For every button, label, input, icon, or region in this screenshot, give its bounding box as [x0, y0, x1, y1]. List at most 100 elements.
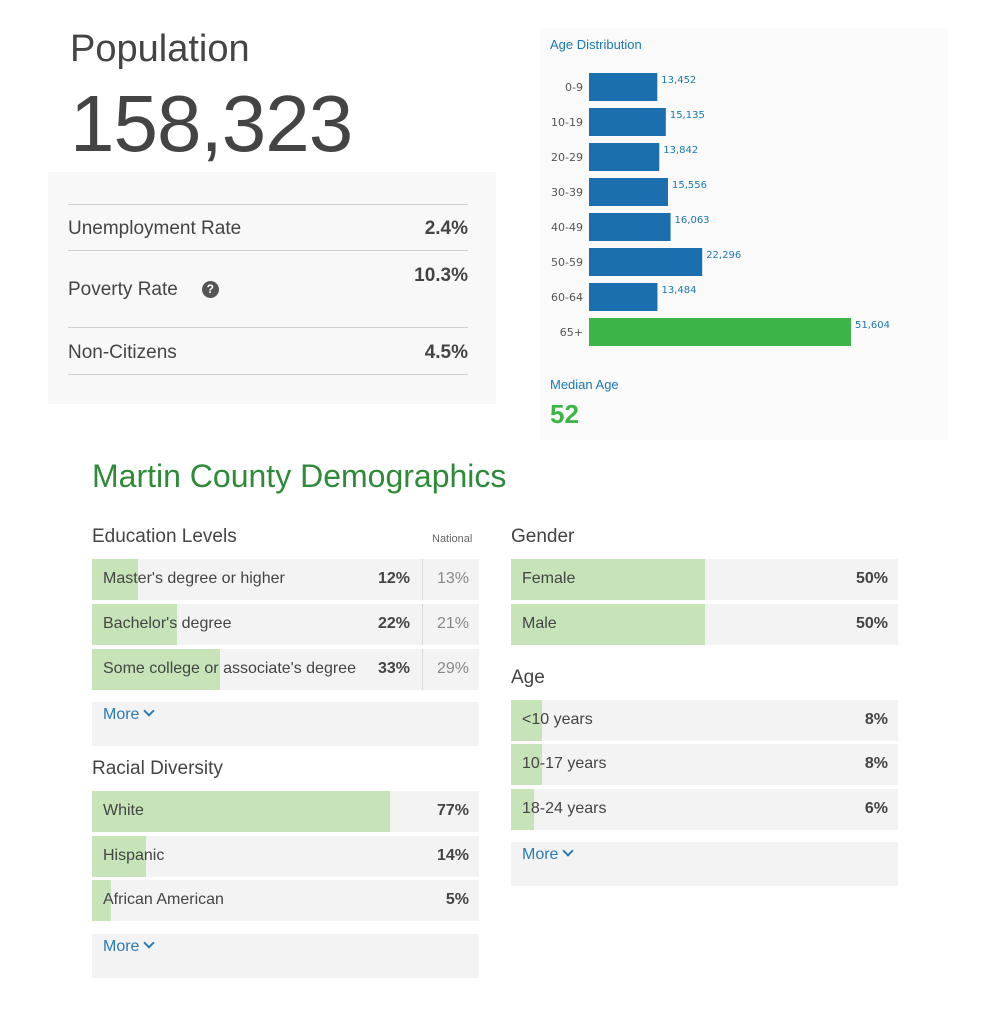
more-label: More — [522, 846, 559, 863]
row-value: 12% — [377, 570, 410, 587]
divider — [422, 604, 423, 645]
age-row: <10 years 8% — [511, 700, 898, 741]
age-tick-label: 30-39 — [551, 186, 583, 199]
national-header: National — [432, 533, 473, 545]
age-tick-label: 60-64 — [551, 291, 583, 304]
age-bar-value-label: 13,452 — [661, 75, 696, 86]
racial-more-link[interactable]: More — [103, 937, 156, 956]
racial-row: Hispanic 14% — [92, 836, 479, 877]
age-more-link[interactable]: More — [522, 845, 575, 864]
bar-fill — [511, 700, 542, 741]
bar-fill — [511, 789, 535, 830]
row-value: 50% — [855, 615, 888, 632]
racial-more-box: More — [92, 934, 479, 978]
row-value: 6% — [864, 800, 888, 817]
stat-value: 2.4% — [424, 218, 468, 239]
chevron-down-icon — [143, 705, 156, 717]
row-value: 50% — [855, 570, 888, 587]
education-title: Education Levels — [92, 526, 237, 547]
bar-fill — [92, 649, 220, 690]
divider — [422, 649, 423, 690]
row-label: Male — [522, 615, 557, 632]
racial-row: White 77% — [92, 791, 479, 832]
row-value: 5% — [445, 891, 469, 908]
bar-fill — [92, 559, 139, 600]
age-bar-value-label: 16,063 — [675, 215, 710, 226]
stat-label: Non-Citizens — [68, 342, 177, 363]
education-more-box: More — [92, 702, 479, 746]
stat-poverty: Poverty Rate? 10.3% — [68, 265, 468, 305]
age-bar-10-19 — [589, 108, 666, 136]
education-row: Bachelor's degree 22% 21% — [92, 604, 479, 645]
divider — [68, 374, 468, 375]
population-title: Population — [70, 28, 250, 70]
age-row: 18-24 years 6% — [511, 789, 898, 830]
age-bar-value-label: 13,842 — [663, 145, 698, 156]
row-label: 18-24 years — [522, 800, 607, 817]
divider — [68, 250, 468, 251]
age-tick-label: 65+ — [560, 326, 583, 339]
age-bar-value-label: 13,484 — [661, 285, 696, 296]
age-bar-value-label: 51,604 — [855, 320, 890, 331]
bar-fill — [92, 880, 112, 921]
stats-panel — [48, 172, 496, 404]
row-label: African American — [103, 891, 224, 908]
row-label: Some college or associate's degree — [103, 660, 356, 677]
row-label: 10-17 years — [522, 755, 607, 772]
row-label: <10 years — [522, 711, 593, 728]
age-title: Age — [511, 667, 545, 688]
median-age-label: Median Age — [550, 377, 619, 392]
row-value: 8% — [864, 711, 888, 728]
row-label: White — [103, 802, 144, 819]
age-tick-label: 40-49 — [551, 221, 583, 234]
stat-label-wrap: Poverty Rate? — [68, 279, 219, 301]
bar-fill — [92, 791, 390, 832]
age-bar-value-label: 15,135 — [670, 110, 705, 121]
age-row: 10-17 years 8% — [511, 744, 898, 785]
age-bar-value-label: 22,296 — [706, 250, 741, 261]
row-label: Hispanic — [103, 847, 165, 864]
stat-value: 4.5% — [424, 342, 468, 363]
row-label: Bachelor's degree — [103, 615, 232, 632]
help-icon[interactable]: ? — [201, 281, 219, 298]
row-value: 14% — [436, 847, 469, 864]
age-bar-50-59 — [589, 248, 703, 276]
row-value: 77% — [436, 802, 469, 819]
row-national: 29% — [436, 660, 469, 677]
chevron-down-icon — [562, 845, 575, 857]
row-label: Master's degree or higher — [103, 570, 285, 587]
bar-fill — [511, 559, 705, 600]
demographics-title: Martin County Demographics — [92, 458, 507, 494]
stat-value: 10.3% — [414, 265, 468, 286]
row-label: Female — [522, 570, 576, 587]
bar-fill — [511, 744, 542, 785]
divider — [68, 327, 468, 328]
age-bar-0-9 — [589, 73, 658, 101]
age-tick-label: 10-19 — [551, 116, 583, 129]
bar-fill — [92, 604, 178, 645]
gender-title: Gender — [511, 526, 575, 547]
median-age-value: 52 — [550, 399, 579, 429]
gender-row: Male 50% — [511, 604, 898, 645]
row-national: 21% — [436, 615, 469, 632]
row-value: 8% — [864, 755, 888, 772]
racial-row: African American 5% — [92, 880, 479, 921]
chart-title: Age Distribution — [550, 37, 642, 52]
population-value: 158,323 — [70, 79, 353, 168]
education-more-link[interactable]: More — [103, 705, 156, 724]
age-bar-30-39 — [589, 178, 668, 206]
age-bar-40-49 — [589, 213, 671, 241]
stat-label: Poverty Rate — [68, 279, 178, 300]
age-bar-20-29 — [589, 143, 660, 171]
gender-row: Female 50% — [511, 559, 898, 600]
row-value: 22% — [377, 615, 410, 632]
more-label: More — [103, 938, 140, 955]
bar-fill — [511, 604, 705, 645]
age-tick-label: 50-59 — [551, 256, 583, 269]
row-value: 33% — [377, 660, 410, 677]
education-row: Some college or associate's degree 33% 2… — [92, 649, 479, 690]
bar-fill — [92, 836, 147, 877]
more-label: More — [103, 706, 140, 723]
age-tick-label: 0-9 — [565, 81, 583, 94]
age-more-box: More — [511, 842, 898, 886]
